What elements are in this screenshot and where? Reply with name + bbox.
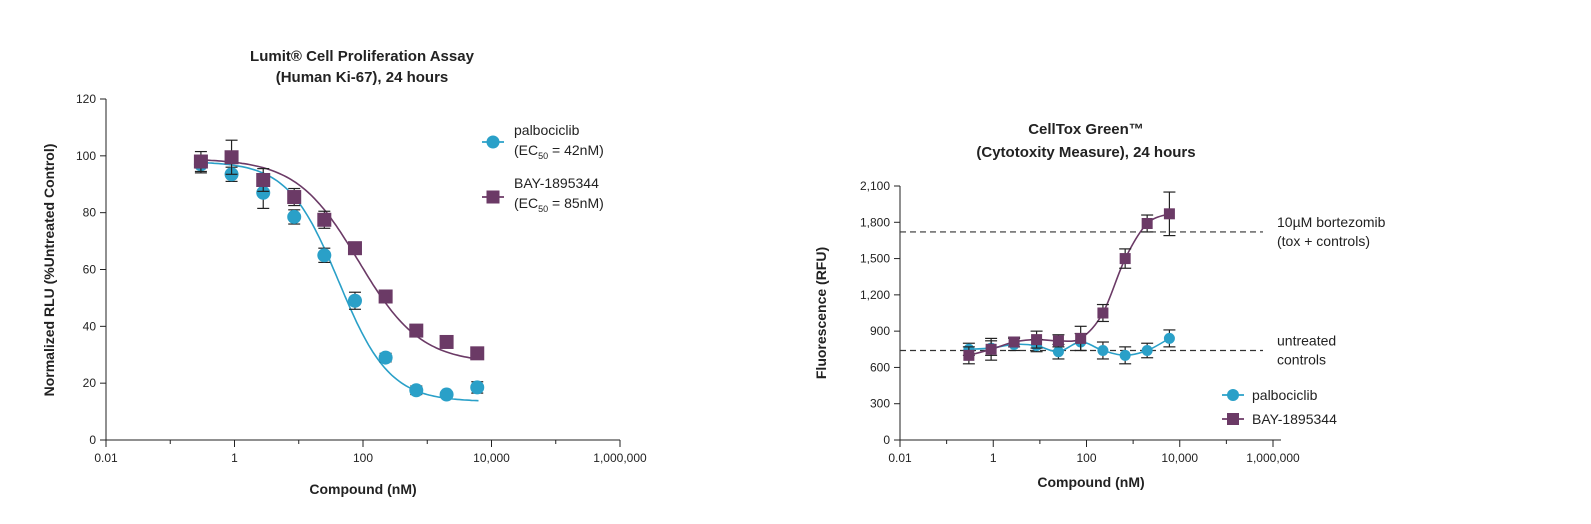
y-tick-label: 80 (83, 206, 97, 220)
data-point-circle (439, 387, 454, 402)
y-tick-label: 120 (76, 92, 96, 106)
legend2-item-bay: BAY-1895344 (1222, 411, 1337, 427)
x-tick-label: 10,000 (1161, 451, 1198, 465)
data-point-square (193, 154, 208, 169)
chart1-legend: palbociclib (EC50 = 42nM) BAY-1895344 (E… (482, 122, 604, 214)
y-tick-label: 900 (870, 324, 890, 338)
legend2-marker-palbociclib (1227, 389, 1239, 401)
chart1-title-line2: (Human Ki-67), 24 hours (276, 69, 449, 86)
legend-item-palbociclib: palbociclib (EC50 = 42nM) (482, 122, 604, 161)
legend-sublabel-palbociclib: (EC50 = 42nM) (514, 142, 604, 161)
data-point-circle (1163, 332, 1175, 344)
chart2-legend: palbociclib BAY-1895344 (1222, 387, 1337, 427)
data-point-circle (256, 185, 271, 200)
x-tick-label: 0.01 (888, 451, 912, 465)
data-point-square (1052, 335, 1064, 347)
legend-marker-palbociclib (486, 135, 500, 149)
y-tick-label: 600 (870, 360, 890, 374)
data-point-square (378, 289, 393, 304)
data-point-circle (1119, 349, 1131, 361)
chart2-plot-area (962, 191, 1176, 365)
chart2-y-axis-label: Fluorescence (RFU) (813, 247, 829, 379)
data-point-square (1031, 334, 1043, 346)
chart2-reference-lines: 10µM bortezomib (tox + controls) untreated… (900, 214, 1386, 367)
chart2-x-ticks: 0.01 1 100 10,000 1,000,000 (888, 440, 1300, 465)
data-point-square (1119, 253, 1131, 265)
reference-line-label: (tox + controls) (1277, 233, 1370, 249)
legend-label-palbociclib: palbociclib (514, 122, 580, 138)
reference-line-label: 10µM bortezomib (1277, 214, 1386, 230)
data-point-circle (378, 350, 393, 365)
x-tick-label: 0.01 (94, 451, 118, 465)
series-line-0 (197, 161, 479, 402)
chart1-y-axis-label: Normalized RLU (%Untreated Control) (41, 144, 57, 397)
proliferation-chart: Lumit® Cell Proliferation Assay (Human K… (41, 48, 647, 497)
data-point-square (287, 190, 302, 205)
legend-item-bay: BAY-1895344 (EC50 = 85nM) (482, 175, 604, 214)
y-tick-label: 1,800 (860, 215, 890, 229)
y-tick-label: 100 (76, 149, 96, 163)
data-point-circle (409, 383, 424, 398)
data-point-square (1008, 336, 1020, 348)
chart1-y-ticks: 0 20 40 60 80 100 120 (76, 92, 106, 447)
legend-label-bay: BAY-1895344 (514, 175, 599, 191)
data-point-square (317, 212, 332, 227)
data-point-square (1163, 208, 1175, 220)
chart1-x-axis-label: Compound (nM) (309, 481, 416, 497)
data-point-square (1075, 332, 1087, 344)
chart1-plot-area (193, 139, 485, 402)
data-point-circle (1052, 346, 1064, 358)
data-point-square (409, 323, 424, 338)
series-line-1 (968, 213, 1170, 357)
chart2-x-axis-label: Compound (nM) (1037, 474, 1144, 490)
data-point-square (985, 343, 997, 355)
x-tick-label: 1,000,000 (593, 451, 647, 465)
data-point-circle (287, 209, 302, 224)
y-tick-label: 300 (870, 397, 890, 411)
data-point-circle (317, 248, 332, 263)
data-point-circle (347, 293, 362, 308)
data-point-square (347, 241, 362, 256)
data-point-circle (1097, 344, 1109, 356)
data-point-square (439, 334, 454, 349)
y-tick-label: 40 (83, 319, 97, 333)
y-tick-label: 1,500 (860, 252, 890, 266)
data-point-square (1097, 307, 1109, 319)
data-point-square (224, 150, 239, 165)
data-point-square (256, 172, 271, 187)
x-tick-label: 1,000,000 (1246, 451, 1300, 465)
y-tick-label: 0 (883, 433, 890, 447)
y-tick-label: 20 (83, 376, 97, 390)
chart2-y-ticks: 0 300 600 900 1,200 1,500 1,800 2,100 (860, 179, 900, 447)
data-point-square (963, 349, 975, 361)
legend2-label-palbociclib: palbociclib (1252, 387, 1318, 403)
reference-line-label: untreated (1277, 332, 1336, 348)
chart2-title-line1: CellTox Green™ (1028, 121, 1144, 138)
legend2-label-bay: BAY-1895344 (1252, 411, 1337, 427)
legend2-item-palbociclib: palbociclib (1222, 387, 1318, 403)
chart1-x-ticks: 0.01 1 100 10,000 1,000,000 (94, 440, 647, 465)
data-point-circle (470, 380, 485, 395)
x-tick-label: 100 (1076, 451, 1096, 465)
x-tick-label: 1 (990, 451, 997, 465)
legend-marker-bay (486, 190, 500, 204)
chart1-title-line1: Lumit® Cell Proliferation Assay (250, 48, 475, 65)
chart2-title-line2: (Cytotoxity Measure), 24 hours (976, 144, 1195, 161)
data-point-square (470, 346, 485, 361)
cytotoxicity-chart: CellTox Green™ (Cytotoxity Measure), 24 … (813, 121, 1386, 490)
data-point-circle (1141, 344, 1153, 356)
data-point-square (1141, 217, 1153, 229)
x-tick-label: 10,000 (473, 451, 510, 465)
legend-sublabel-bay: (EC50 = 85nM) (514, 195, 604, 214)
y-tick-label: 60 (83, 263, 97, 277)
y-tick-label: 1,200 (860, 288, 890, 302)
x-tick-label: 100 (353, 451, 373, 465)
y-tick-label: 2,100 (860, 179, 890, 193)
reference-line-label: controls (1277, 351, 1326, 367)
y-tick-label: 0 (89, 433, 96, 447)
legend2-marker-bay (1227, 413, 1239, 425)
x-tick-label: 1 (231, 451, 238, 465)
series-line-1 (197, 159, 479, 360)
